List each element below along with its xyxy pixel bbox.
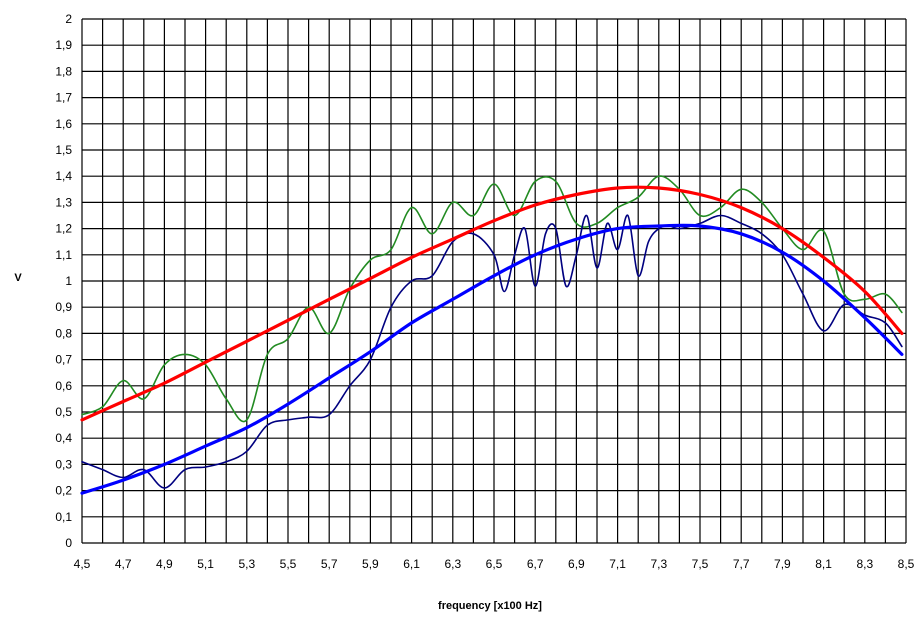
x-tick-label: 4,7 [115, 557, 132, 571]
y-tick-label: 0,3 [55, 457, 72, 471]
y-tick-labels: 0 0,1 0,2 0,3 0,4 0,5 0,6 0,7 0,8 0,9 1 1,1 1,2 1,3 1,… [55, 12, 72, 550]
x-tick-label: 7,9 [774, 557, 791, 571]
x-tick-label: 6,5 [486, 557, 503, 571]
grid-lines [81, 18, 907, 544]
x-tick-label: 6,1 [403, 557, 420, 571]
y-tick-label: 0 [65, 536, 72, 550]
series-line-1 [81, 175, 903, 423]
y-tick-label: 0,1 [55, 510, 72, 524]
x-tick-label: 5,9 [362, 557, 379, 571]
x-tick-label: 6,9 [568, 557, 585, 571]
x-tick-label: 4,5 [74, 557, 91, 571]
x-tick-label: 8,5 [898, 557, 915, 571]
y-tick-label: 0,5 [55, 405, 72, 419]
x-tick-label: 5,7 [321, 557, 338, 571]
y-tick-label: 1,6 [55, 117, 72, 131]
x-tick-label: 8,3 [856, 557, 873, 571]
x-axis-title: frequency [x100 Hz] [438, 600, 542, 612]
x-tick-label: 7,1 [609, 557, 626, 571]
y-tick-label: 0,4 [55, 431, 72, 445]
y-tick-label: 1,5 [55, 143, 72, 157]
x-tick-label: 6,3 [444, 557, 461, 571]
y-tick-label: 0,6 [55, 379, 72, 393]
y-tick-label: 1,7 [55, 91, 72, 105]
x-tick-label: 7,7 [733, 557, 750, 571]
series-line-3 [80, 185, 904, 422]
y-tick-label: 1,4 [55, 169, 72, 183]
x-tick-label: 8,1 [815, 557, 832, 571]
x-tick-label: 7,3 [650, 557, 667, 571]
y-tick-label: 2 [65, 12, 72, 26]
x-tick-label: 5,3 [238, 557, 255, 571]
y-tick-label: 0,7 [55, 353, 72, 367]
series-group [80, 175, 904, 495]
y-tick-label: 1,3 [55, 195, 72, 209]
x-tick-labels: 4,5 4,7 4,9 5,1 5,3 5,5 5,7 5,9 6,1 6,3 6,5 6,7 6,9 7… [74, 557, 915, 571]
y-tick-label: 1,2 [55, 222, 72, 236]
y-tick-label: 0,8 [55, 326, 72, 340]
y-tick-label: 1,1 [55, 248, 72, 262]
x-tick-label: 7,5 [692, 557, 709, 571]
y-tick-label: 1 [65, 274, 72, 288]
y-tick-label: 1,8 [55, 64, 72, 78]
y-tick-label: 1,9 [55, 38, 72, 52]
series-line-2 [81, 214, 903, 489]
x-tick-label: 5,5 [280, 557, 297, 571]
y-tick-label: 0,9 [55, 300, 72, 314]
x-tick-label: 4,9 [156, 557, 173, 571]
series-line-4 [80, 223, 904, 495]
y-tick-label: 0,2 [55, 484, 72, 498]
x-tick-label: 6,7 [527, 557, 544, 571]
x-tick-label: 5,1 [197, 557, 214, 571]
y-axis-title: V [14, 272, 22, 284]
